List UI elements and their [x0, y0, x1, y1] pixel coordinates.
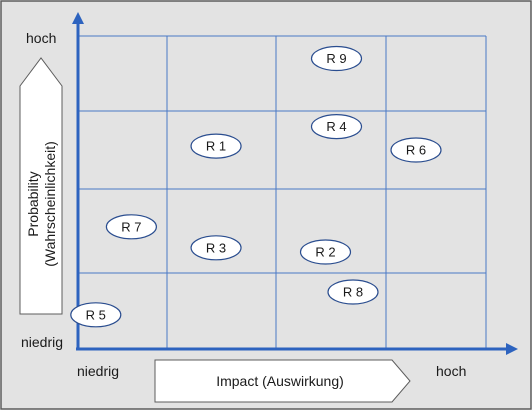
- y-axis-low-label: niedrig: [21, 334, 63, 350]
- risk-label: R 9: [326, 51, 346, 66]
- matrix-grid: [78, 35, 487, 349]
- risk-marker: R 3: [190, 235, 242, 261]
- risk-label: R 8: [343, 285, 363, 300]
- x-axis-high-label: hoch: [436, 363, 466, 379]
- x-axis-arrowhead: [506, 343, 518, 355]
- risk-ellipse: [105, 214, 157, 240]
- risk-ellipse: [310, 45, 363, 72]
- x-axis-title: Impact (Auswirkung): [216, 373, 344, 389]
- risk-label: R 6: [406, 143, 426, 158]
- risk-label: R 3: [206, 240, 226, 255]
- y-axis-high-label: hoch: [26, 30, 56, 46]
- risk-ellipse: [70, 302, 122, 328]
- risk-ellipse: [299, 239, 352, 265]
- risk-ellipse: [327, 279, 379, 305]
- risk-marker: R 5: [70, 302, 122, 328]
- risk-marker: R 6: [390, 137, 442, 163]
- risk-label: R 7: [121, 219, 141, 234]
- risk-label: R 5: [86, 307, 106, 322]
- x-axis-title-arrow: [154, 359, 411, 403]
- risk-marker: R 4: [310, 113, 363, 140]
- risk-label: R 4: [326, 119, 346, 134]
- y-axis-title-arrow: [19, 57, 63, 315]
- risk-marker: R 2: [299, 239, 352, 265]
- y-axis-arrowhead: [72, 12, 84, 24]
- risk-marker: R 7: [105, 214, 157, 240]
- risk-ellipse: [190, 235, 242, 261]
- risk-marker: R 9: [310, 45, 363, 72]
- risk-label: R 2: [315, 245, 335, 260]
- y-axis-title-line1: Probability: [25, 171, 41, 236]
- risk-ellipse: [190, 133, 242, 159]
- risk-ellipse: [310, 113, 363, 140]
- risk-ellipse: [390, 137, 442, 163]
- risk-markers: R 9 R 1 R 4 R 6 R 7 R 3 R 2 R 8 R 5: [70, 45, 442, 328]
- y-axis-title-group: Probability (Wahrscheinlichkeit): [25, 141, 58, 267]
- risk-marker: R 1: [190, 133, 242, 159]
- risk-label: R 1: [206, 139, 226, 154]
- x-axis-low-label: niedrig: [77, 363, 119, 379]
- risk-marker: R 8: [327, 279, 379, 305]
- y-axis-title-line2: (Wahrscheinlichkeit): [42, 141, 58, 267]
